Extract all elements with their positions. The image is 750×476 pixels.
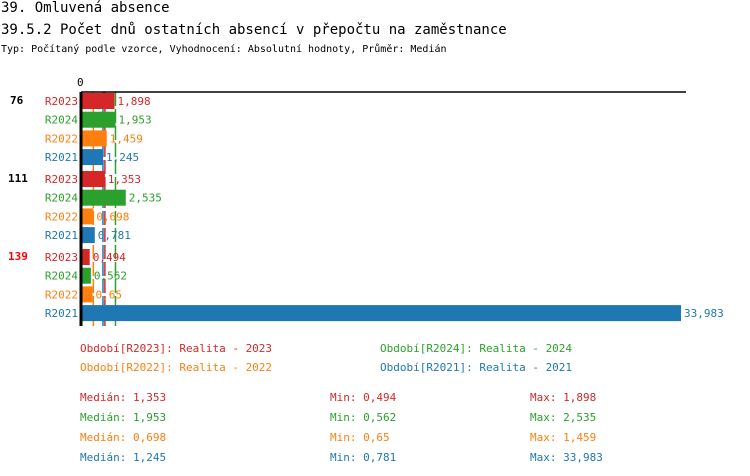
group-label: 76 — [10, 94, 24, 107]
stat-max: Max: 1,898 — [530, 391, 597, 404]
data-label: 0,781 — [98, 229, 131, 242]
bar — [81, 93, 115, 109]
legend-item: Období[R2022]: Realita - 2022 — [80, 361, 273, 374]
series-label: R2021 — [45, 151, 78, 164]
stat-median: Medián: 0,698 — [80, 431, 167, 444]
bar — [81, 267, 91, 284]
series-label: R2022 — [45, 210, 78, 223]
stat-min: Min: 0,65 — [330, 431, 390, 444]
group-label: 111 — [8, 172, 28, 185]
stat-median: Medián: 1,245 — [80, 451, 167, 464]
x-tick-label: 0 — [77, 76, 84, 89]
data-label: 33,983 — [684, 307, 724, 320]
legend-item: Období[R2023]: Realita - 2023 — [80, 342, 273, 355]
series-label: R2022 — [45, 288, 78, 301]
stat-max: Max: 1,459 — [530, 431, 597, 444]
series-label: R2022 — [45, 132, 78, 145]
stat-min: Min: 0,494 — [330, 391, 397, 404]
bar — [81, 171, 105, 187]
data-label: 2,535 — [129, 192, 162, 205]
bar — [81, 249, 90, 265]
bar — [81, 208, 94, 225]
stat-max: Max: 2,535 — [530, 411, 597, 424]
data-label: 1,953 — [118, 114, 151, 127]
stat-min: Min: 0,781 — [330, 451, 397, 464]
series-label: R2023 — [45, 173, 78, 186]
bar — [81, 130, 107, 147]
type-line: Typ: Počítaný podle vzorce, Vyhodnocení:… — [1, 44, 447, 55]
data-label: 1,353 — [108, 173, 141, 186]
bar — [81, 227, 95, 244]
stat-median: Medián: 1,353 — [80, 391, 167, 404]
stat-min: Min: 0,562 — [330, 411, 397, 424]
bar — [81, 111, 116, 128]
data-label: 1,459 — [110, 132, 143, 145]
series-label: R2024 — [45, 114, 78, 127]
legend-item: Období[R2024]: Realita - 2024 — [380, 342, 573, 355]
stat-max: Max: 33,983 — [530, 451, 603, 464]
chart-subtitle: 39.5.2 Počet dnů ostatních absencí v pře… — [1, 22, 507, 38]
bar — [81, 189, 126, 206]
series-label: R2021 — [45, 307, 78, 320]
stat-median: Medián: 1,953 — [80, 411, 167, 424]
bar — [81, 286, 93, 303]
series-label: R2024 — [45, 192, 78, 205]
legend-item: Období[R2021]: Realita - 2021 — [380, 361, 573, 374]
series-label: R2023 — [45, 251, 78, 264]
data-label: 0,494 — [93, 251, 126, 264]
series-label: R2024 — [45, 270, 78, 283]
bar — [81, 149, 103, 166]
page-title: 39. Omluvená absence — [1, 0, 170, 16]
series-label: R2023 — [45, 95, 78, 108]
data-label: 0,562 — [94, 270, 127, 283]
bar — [81, 305, 681, 322]
data-label: 1,898 — [118, 95, 151, 108]
group-label: 139 — [8, 250, 28, 263]
data-label: 0,65 — [95, 288, 122, 301]
data-label: 1,245 — [106, 151, 139, 164]
data-label: 0,698 — [96, 210, 129, 223]
series-label: R2021 — [45, 229, 78, 242]
